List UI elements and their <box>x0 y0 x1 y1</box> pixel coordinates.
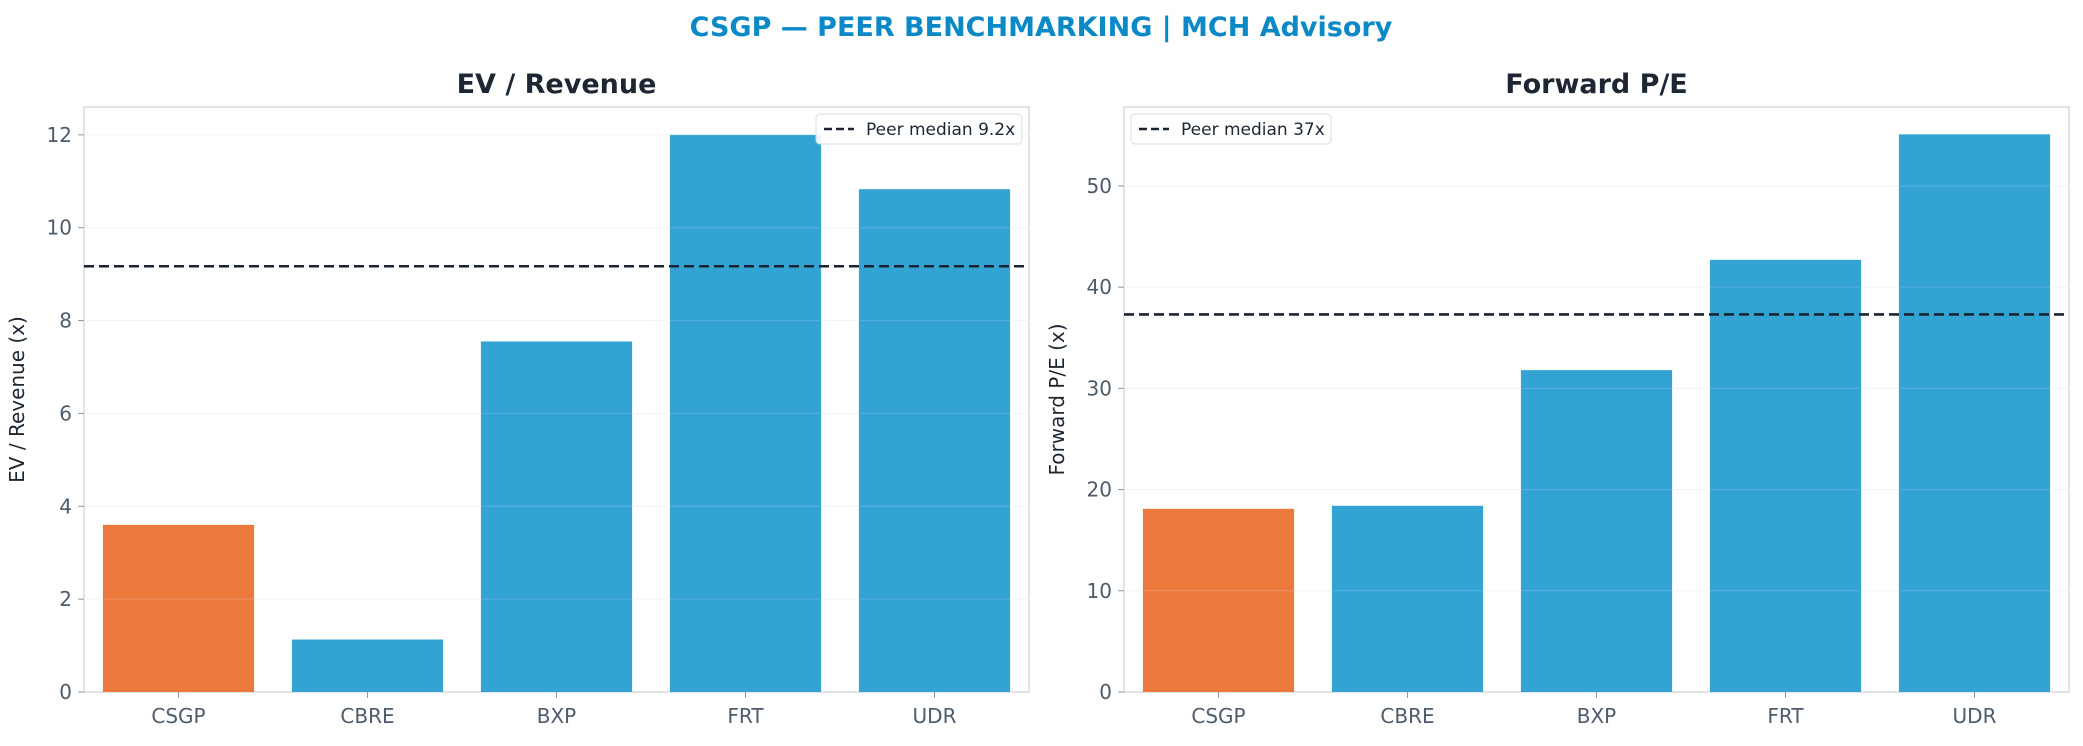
legend-box <box>1130 113 1332 145</box>
bar-cbre <box>291 639 444 692</box>
chart-panel-1: CSGP CBRE BXP FRT UDR 0 2 4 6 8 10 12 EV / Revenue EV… <box>5 69 1030 728</box>
x-tick-label: CBRE <box>340 704 394 728</box>
bar-csgp <box>1142 508 1295 692</box>
x-tick-label: FRT <box>1767 704 1804 728</box>
x-tick-label: CSGP <box>1191 704 1245 728</box>
y-tick-label: 50 <box>1087 174 1112 198</box>
y-tick-label: 10 <box>47 216 72 240</box>
legend-label: Peer median 9.2x <box>866 120 1015 140</box>
x-tick-label: CSGP <box>151 704 205 728</box>
x-tick-label: UDR <box>1953 704 1997 728</box>
y-axis-label: EV / Revenue (x) <box>5 316 29 483</box>
legend: Peer median 9.2x <box>815 113 1023 145</box>
chart-panel-2: CSGP CBRE BXP FRT UDR 0 10 20 30 40 50 Forward P/E F… <box>1045 69 2070 728</box>
y-tick-label: 4 <box>59 494 72 518</box>
legend-label: Peer median 37x <box>1181 120 1325 140</box>
bar-csgp <box>102 524 255 692</box>
y-tick-label: 6 <box>59 401 72 425</box>
bar-udr <box>1898 134 2051 692</box>
x-tick-label: FRT <box>727 704 764 728</box>
y-tick-label: 30 <box>1087 376 1112 400</box>
y-tick-label: 20 <box>1087 478 1112 502</box>
bar-udr <box>858 189 1011 692</box>
legend-box <box>815 113 1023 145</box>
y-axis-label: Forward P/E (x) <box>1045 323 1069 475</box>
panel-title: EV / Revenue <box>457 69 657 100</box>
x-tick-label: BXP <box>1577 704 1616 728</box>
bar-cbre <box>1331 505 1484 692</box>
panel-title: Forward P/E <box>1505 69 1688 100</box>
bar-frt <box>1709 259 1862 692</box>
x-tick-label: CBRE <box>1380 704 1434 728</box>
y-tick-label: 12 <box>47 123 72 147</box>
y-tick-label: 8 <box>59 309 72 333</box>
y-tick-label: 2 <box>59 587 72 611</box>
x-tick-label: BXP <box>537 704 576 728</box>
y-tick-label: 0 <box>1099 680 1112 704</box>
bar-bxp <box>480 341 633 692</box>
y-tick-label: 40 <box>1087 275 1112 299</box>
legend: Peer median 37x <box>1130 113 1332 145</box>
bar-bxp <box>1520 370 1673 692</box>
y-tick-label: 0 <box>59 680 72 704</box>
figure-title: CSGP — PEER BENCHMARKING | MCH Advisory <box>690 12 1393 43</box>
x-tick-label: UDR <box>913 704 957 728</box>
bar-frt <box>669 134 822 692</box>
y-tick-label: 10 <box>1087 579 1112 603</box>
